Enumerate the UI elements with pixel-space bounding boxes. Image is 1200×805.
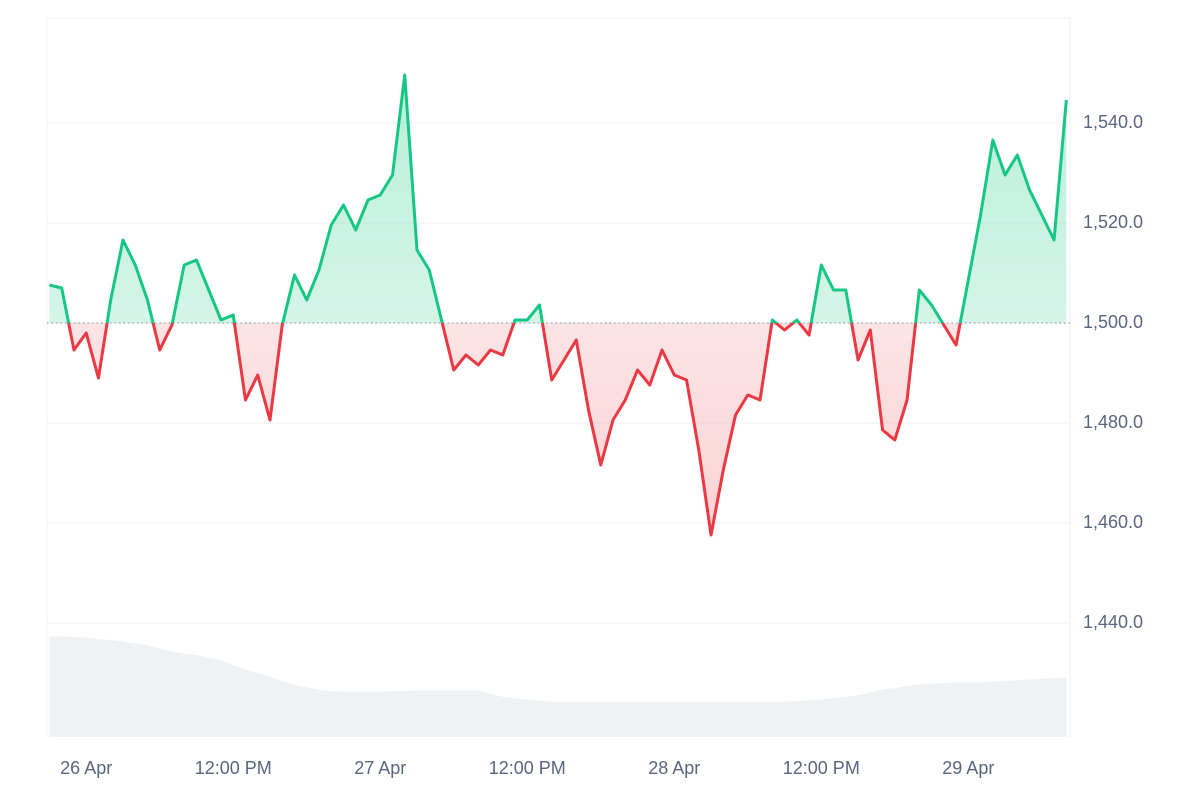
price-line-up — [49, 73, 1068, 323]
x-tick-label: 12:00 PM — [195, 758, 272, 778]
x-tick-label: 12:00 PM — [489, 758, 566, 778]
x-tick-label: 28 Apr — [648, 758, 700, 778]
price-line-down — [67, 323, 962, 537]
volume-area — [49, 636, 1067, 737]
x-tick-label: 27 Apr — [354, 758, 406, 778]
x-tick-label: 26 Apr — [60, 758, 112, 778]
y-tick-label: 1,500.0 — [1083, 312, 1143, 332]
x-tick-label: 12:00 PM — [783, 758, 860, 778]
y-tick-label: 1,480.0 — [1083, 412, 1143, 432]
x-tick-label: 29 Apr — [942, 758, 994, 778]
y-tick-label: 1,440.0 — [1083, 612, 1143, 632]
y-tick-label: 1,540.0 — [1083, 112, 1143, 132]
y-tick-label: 1,460.0 — [1083, 512, 1143, 532]
y-tick-label: 1,520.0 — [1083, 212, 1143, 232]
area-up — [49, 75, 1067, 323]
area-down — [49, 323, 1067, 535]
